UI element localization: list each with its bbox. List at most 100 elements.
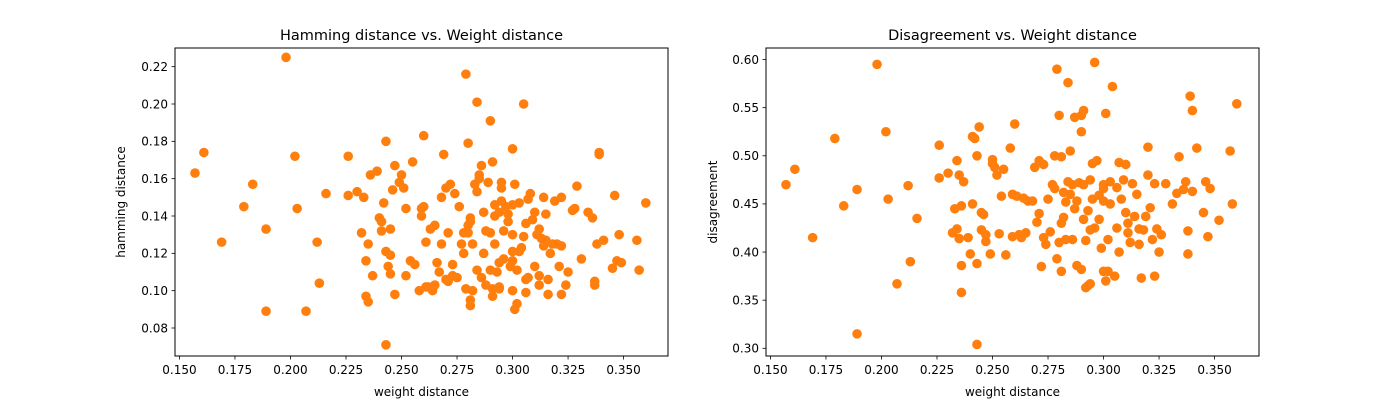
scatter-point bbox=[487, 291, 498, 302]
scatter-point bbox=[376, 216, 387, 227]
scatter-point bbox=[872, 59, 882, 70]
scatter-point bbox=[1089, 57, 1100, 68]
scatter-point bbox=[474, 173, 485, 184]
scatter-point bbox=[376, 226, 387, 236]
scatter-point bbox=[1009, 119, 1020, 129]
scatter-point bbox=[934, 173, 945, 183]
x-axis-label: weight distance bbox=[965, 385, 1060, 399]
y-tick-label: 0.40 bbox=[732, 245, 759, 259]
scatter-point bbox=[1005, 143, 1016, 153]
scatter-point bbox=[883, 194, 893, 204]
scatter-point bbox=[410, 259, 420, 270]
scatter-point bbox=[1027, 196, 1038, 206]
scatter-point bbox=[454, 201, 465, 212]
x-tick-label: 0.325 bbox=[1142, 363, 1176, 377]
scatter-point bbox=[956, 287, 967, 298]
x-tick-label: 0.175 bbox=[218, 363, 252, 377]
scatter-point bbox=[934, 140, 945, 151]
scatter-point bbox=[301, 306, 311, 317]
scatter-point bbox=[996, 191, 1007, 202]
scatter-point bbox=[561, 280, 571, 290]
scatter-point bbox=[216, 237, 227, 247]
x-tick-label: 0.250 bbox=[384, 363, 418, 377]
scatter-point bbox=[905, 256, 916, 267]
scatter-point bbox=[1041, 239, 1051, 250]
scatter-point bbox=[503, 216, 513, 227]
scatter-point bbox=[1160, 178, 1171, 189]
scatter-point bbox=[514, 198, 525, 208]
y-tick-label: 0.30 bbox=[732, 342, 759, 356]
scatter-point bbox=[912, 213, 922, 224]
scatter-point bbox=[452, 272, 462, 283]
scatter-point bbox=[1136, 273, 1147, 283]
scatter-point bbox=[421, 237, 431, 247]
scatter-point bbox=[527, 214, 538, 225]
scatter-point bbox=[981, 229, 991, 240]
scatter-point bbox=[556, 289, 567, 300]
scatter-point bbox=[969, 133, 980, 144]
y-axis-label: hamming distance bbox=[114, 146, 128, 258]
scatter-point bbox=[467, 285, 478, 296]
scatter-point bbox=[381, 136, 391, 147]
scatter-point bbox=[1076, 126, 1087, 137]
scatter-point bbox=[507, 229, 518, 240]
scatter-point bbox=[614, 229, 624, 240]
scatter-point bbox=[998, 164, 1009, 175]
ticks-layer: 0.150 0.175 0.200 0.225 0.250 0.275 0.300 0.325… bbox=[732, 53, 1231, 377]
scatter-point bbox=[1056, 151, 1067, 162]
scatter-point bbox=[1192, 143, 1202, 153]
scatter-point bbox=[281, 52, 291, 63]
scatter-point bbox=[436, 239, 447, 249]
scatter-point bbox=[543, 274, 553, 285]
scatter-point bbox=[1078, 105, 1089, 116]
scatter-point bbox=[518, 231, 529, 242]
scatter-point bbox=[790, 164, 800, 175]
scatter-point bbox=[1180, 176, 1191, 187]
scatter-point bbox=[1132, 189, 1142, 200]
scatter-point bbox=[1107, 81, 1118, 92]
scatter-point bbox=[1154, 247, 1164, 257]
scatter-point bbox=[436, 192, 447, 203]
scatter-point bbox=[881, 126, 891, 137]
scatter-point bbox=[781, 179, 791, 190]
scatter-point bbox=[261, 224, 271, 234]
x-tick-label: 0.350 bbox=[606, 363, 640, 377]
scatter-point bbox=[1123, 218, 1133, 228]
scatter-point bbox=[494, 284, 505, 294]
scatter-point bbox=[1134, 239, 1144, 250]
scatter-point bbox=[456, 239, 467, 249]
x-tick-label: 0.150 bbox=[753, 363, 787, 377]
scatter-point bbox=[1143, 142, 1153, 152]
scatter-point bbox=[543, 289, 553, 300]
scatter-point bbox=[556, 241, 567, 251]
y-tick-label: 0.10 bbox=[141, 284, 168, 298]
scatter-point bbox=[401, 203, 411, 214]
scatter-point bbox=[972, 151, 982, 161]
scatter-point bbox=[994, 228, 1004, 239]
scatter-point bbox=[1187, 105, 1198, 116]
scatter-point bbox=[903, 180, 913, 191]
hamming-chart: Hamming distance vs. Weight distance 0.1… bbox=[114, 28, 669, 399]
scatter-point bbox=[478, 248, 489, 259]
scatter-point bbox=[1105, 199, 1116, 209]
scatter-point bbox=[1103, 234, 1113, 245]
scatter-point bbox=[534, 270, 544, 281]
scatter-point bbox=[563, 267, 573, 277]
scatter-point bbox=[363, 297, 374, 307]
scatter-point bbox=[314, 278, 325, 289]
x-axis-label: weight distance bbox=[374, 385, 469, 399]
scatter-point bbox=[1225, 146, 1235, 156]
scatter-point bbox=[1105, 176, 1116, 187]
scatter-point bbox=[518, 99, 529, 109]
scatter-point bbox=[190, 168, 200, 178]
scatter-point bbox=[556, 192, 567, 203]
scatter-point bbox=[1156, 229, 1167, 240]
scatter-point bbox=[1114, 247, 1124, 257]
x-tick-label: 0.300 bbox=[1086, 363, 1120, 377]
scatter-point bbox=[958, 176, 969, 187]
scatter-point bbox=[261, 306, 271, 317]
scatter-point bbox=[534, 224, 544, 234]
scatter-point bbox=[1120, 207, 1131, 218]
